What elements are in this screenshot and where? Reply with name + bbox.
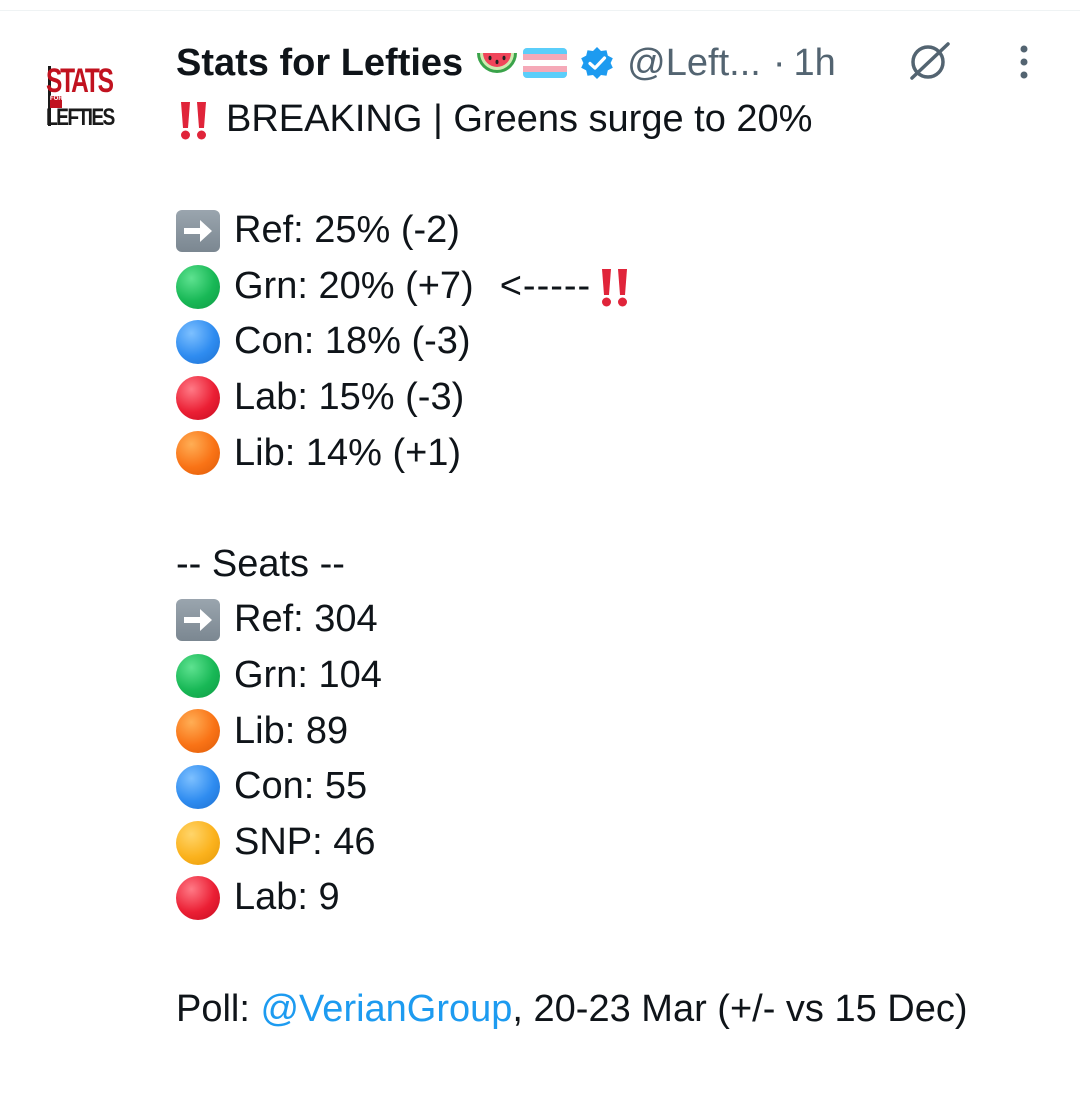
headline-line: BREAKING | Greens surge to 20% — [176, 92, 1036, 148]
blue-circle-icon — [176, 320, 220, 365]
logo-bar — [48, 66, 51, 126]
green-circle-icon — [176, 264, 220, 309]
tweet-text: BREAKING | Greens surge to 20% Ref: 25% … — [176, 92, 1036, 1037]
poll-text: Ref: 25% (-2) — [234, 209, 460, 252]
double-exclamation-icon — [176, 98, 212, 142]
blank-line — [176, 481, 1036, 537]
top-divider — [0, 10, 1080, 11]
logo-text-stats: STATS — [46, 62, 114, 100]
orange-circle-icon — [176, 431, 220, 476]
transgender-flag-icon — [523, 48, 568, 78]
seat-line-snp: SNP: 46 — [176, 815, 1036, 871]
seat-line-grn: Grn: 104 — [176, 648, 1036, 704]
blank-line — [176, 926, 1036, 982]
seat-text: Con: 55 — [234, 765, 368, 808]
poll-text: Lib: 14% (+1) — [234, 431, 462, 474]
poll-line-lib: Lib: 14% (+1) — [176, 426, 1036, 482]
right-arrow-icon — [176, 599, 220, 642]
red-circle-icon — [176, 375, 220, 420]
red-circle-icon — [176, 876, 220, 921]
seat-line-ref: Ref: 304 — [176, 592, 1036, 648]
annotation-arrow: <----- — [499, 264, 592, 307]
seat-text: Lib: 89 — [234, 709, 349, 752]
seat-text: Lab: 9 — [234, 876, 340, 919]
blue-circle-icon — [176, 764, 220, 809]
poll-line-lab: Lab: 15% (-3) — [176, 370, 1036, 426]
separator-dot: · — [772, 41, 786, 84]
poll-text: Lab: 15% (-3) — [234, 375, 465, 418]
seats-header: -- Seats -- — [176, 537, 1036, 593]
blank-line — [176, 148, 1036, 204]
seat-text: Grn: 104 — [234, 653, 382, 696]
poll-source-prefix: Poll: — [176, 987, 261, 1030]
orange-circle-icon — [176, 709, 220, 754]
verian-group-mention-link[interactable]: @VerianGroup — [260, 987, 513, 1030]
poll-source-line: Poll: @VerianGroup, 20-23 Mar (+/- vs 15… — [176, 982, 976, 1038]
poll-text: Con: 18% (-3) — [234, 320, 471, 363]
poll-line-grn: Grn: 20% (+7) <----- — [176, 259, 1036, 315]
timestamp[interactable]: 1h — [793, 41, 836, 84]
poll-line-ref: Ref: 25% (-2) — [176, 203, 1036, 259]
double-exclamation-icon — [597, 265, 633, 309]
logo-text-lefties: LEFTIES — [46, 104, 115, 131]
poll-text: Grn: 20% (+7) — [234, 264, 474, 307]
poll-source-suffix: , 20-23 Mar (+/- vs 15 Dec) — [512, 987, 968, 1030]
grok-icon[interactable] — [904, 38, 954, 84]
tweet-header: Stats for Lefties @Left... · 1h — [176, 38, 836, 88]
green-circle-icon — [176, 653, 220, 698]
seat-text: Ref: 304 — [234, 598, 378, 641]
seats-header-text: -- Seats -- — [176, 542, 345, 585]
display-name[interactable]: Stats for Lefties — [176, 41, 464, 84]
more-options-icon[interactable] — [1014, 42, 1034, 82]
logo-text-for: FOR — [50, 96, 63, 108]
watermelon-icon — [475, 49, 519, 77]
seat-line-lab: Lab: 9 — [176, 870, 1036, 926]
avatar[interactable]: STATS FOR LEFTIES — [44, 64, 144, 130]
poll-line-con: Con: 18% (-3) — [176, 314, 1036, 370]
seat-text: SNP: 46 — [234, 820, 376, 863]
user-handle[interactable]: @Left... — [627, 41, 761, 84]
right-arrow-icon — [176, 209, 220, 252]
seat-line-lib: Lib: 89 — [176, 704, 1036, 760]
seat-line-con: Con: 55 — [176, 759, 1036, 815]
verified-badge-icon[interactable] — [579, 45, 615, 81]
yellow-circle-icon — [176, 820, 220, 865]
headline-text: BREAKING | Greens surge to 20% — [226, 98, 813, 140]
name-emojis — [475, 48, 568, 78]
